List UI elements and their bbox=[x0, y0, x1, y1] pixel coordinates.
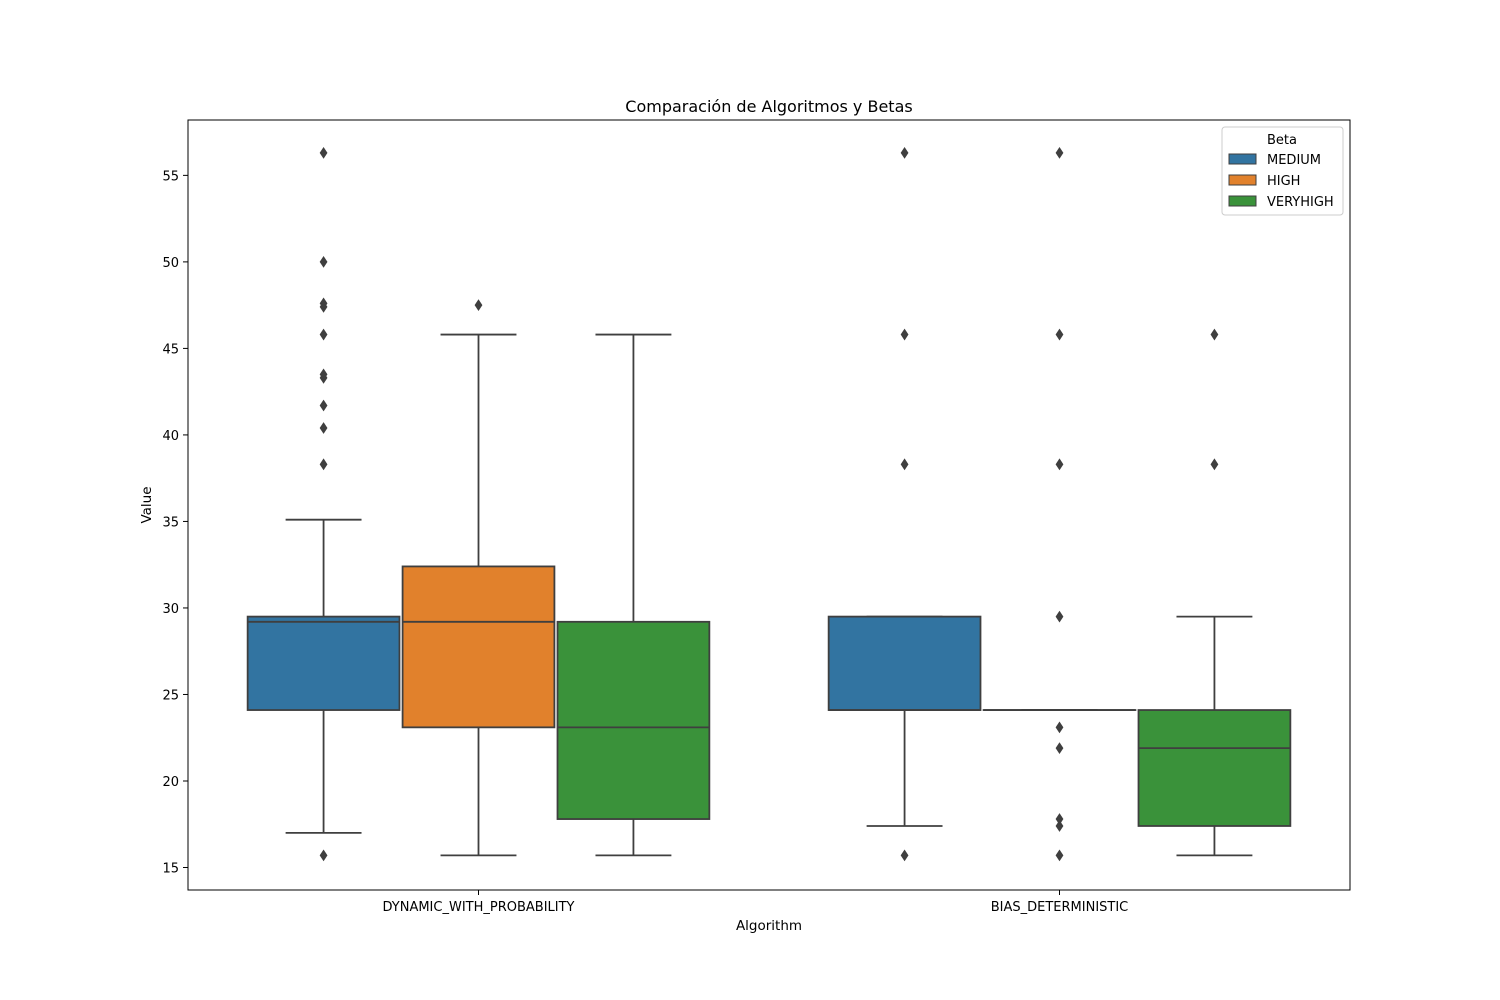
box-body bbox=[401, 565, 556, 729]
x-axis-label: Algorithm bbox=[736, 918, 802, 934]
box-bias-deterministic-high bbox=[982, 146, 1137, 862]
y-tick-label: 55 bbox=[162, 169, 179, 184]
box-body bbox=[556, 620, 711, 820]
y-axis-label: Value bbox=[139, 486, 155, 523]
chart-title: Comparación de Algoritmos y Betas bbox=[625, 97, 912, 116]
y-tick-label: 40 bbox=[162, 429, 179, 444]
plot-frame bbox=[187, 119, 1351, 891]
y-tick-label: 25 bbox=[162, 688, 179, 703]
x-axis: DYNAMIC_WITH_PROBABILITY BIAS_DETERMINIST… bbox=[382, 890, 1128, 915]
outlier-point bbox=[319, 458, 328, 471]
y-tick-label: 15 bbox=[162, 862, 179, 877]
legend-swatch-medium bbox=[1228, 153, 1257, 165]
outlier-point bbox=[1055, 328, 1064, 341]
y-tick-label: 45 bbox=[162, 342, 179, 357]
outlier-point bbox=[1055, 458, 1064, 471]
box-body bbox=[1137, 709, 1292, 827]
outlier-point bbox=[1055, 849, 1064, 862]
legend-label-high: HIGH bbox=[1267, 174, 1300, 189]
outlier-point bbox=[319, 368, 328, 381]
legend-label-veryhigh: VERYHIGH bbox=[1267, 195, 1334, 210]
box-body bbox=[246, 615, 401, 711]
x-tick-label: BIAS_DETERMINISTIC bbox=[991, 900, 1129, 915]
outlier-point bbox=[1055, 820, 1064, 832]
legend-items: MEDIUM HIGH VERYHIGH bbox=[1228, 153, 1334, 210]
outlier-point bbox=[1055, 610, 1064, 623]
legend: Beta MEDIUM HIGH VERYHIGH bbox=[1221, 126, 1344, 216]
outlier-point bbox=[1210, 328, 1219, 341]
outlier-point bbox=[900, 146, 909, 159]
y-tick-label: 20 bbox=[162, 775, 179, 790]
box-dynamic-with-probability-high bbox=[401, 299, 556, 857]
outlier-point bbox=[1055, 146, 1064, 159]
outlier-point bbox=[1055, 721, 1064, 734]
y-axis: 15 20 25 30 35 40 45 50 55 bbox=[162, 169, 188, 877]
outlier-point bbox=[319, 422, 328, 434]
outlier-point bbox=[1210, 458, 1219, 471]
outlier-point bbox=[319, 399, 328, 412]
outlier-point bbox=[319, 328, 328, 341]
legend-title: Beta bbox=[1267, 133, 1297, 148]
outlier-point bbox=[319, 849, 328, 862]
outlier-point bbox=[319, 297, 328, 310]
box-body bbox=[827, 615, 982, 711]
outlier-point bbox=[1055, 742, 1064, 755]
outlier-point bbox=[474, 299, 483, 312]
legend-frame bbox=[1221, 126, 1344, 216]
box-bias-deterministic-medium bbox=[827, 146, 982, 862]
outlier-point bbox=[900, 328, 909, 341]
legend-label-medium: MEDIUM bbox=[1267, 153, 1321, 168]
y-tick-label: 35 bbox=[162, 515, 179, 530]
box-dynamic-with-probability-medium bbox=[246, 146, 401, 862]
box-dynamic-with-probability-veryhigh bbox=[556, 333, 711, 857]
outlier-point bbox=[319, 255, 328, 268]
x-tick-label: DYNAMIC_WITH_PROBABILITY bbox=[382, 900, 574, 915]
outlier-point bbox=[900, 849, 909, 862]
y-tick-label: 50 bbox=[162, 256, 179, 271]
outlier-point bbox=[900, 458, 909, 471]
outlier-point bbox=[1055, 813, 1064, 825]
legend-swatch-high bbox=[1228, 174, 1257, 186]
outlier-point bbox=[319, 146, 328, 159]
y-tick-label: 30 bbox=[162, 602, 179, 617]
box-bias-deterministic-veryhigh bbox=[1137, 328, 1292, 857]
legend-swatch-veryhigh bbox=[1228, 195, 1257, 207]
box-group bbox=[246, 146, 1292, 862]
